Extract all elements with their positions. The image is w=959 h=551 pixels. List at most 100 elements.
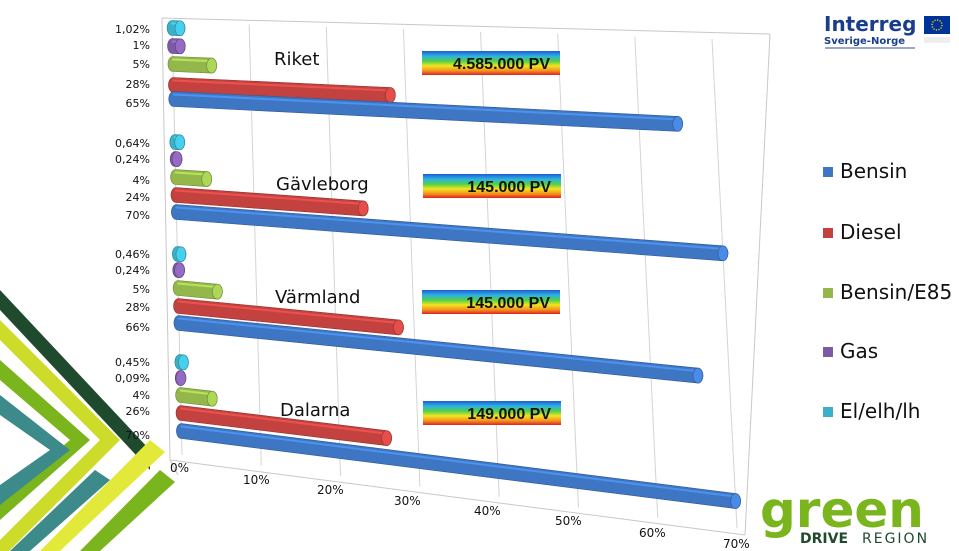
- data-label: 0,09%: [115, 372, 150, 385]
- legend-label: Bensin: [840, 159, 907, 183]
- data-label: 28%: [126, 78, 150, 91]
- bar-cap: [357, 200, 369, 217]
- legend-swatch: [823, 228, 833, 238]
- bar-group-dalarna: [174, 354, 741, 509]
- pv-total-box: [423, 174, 561, 198]
- green-drive-region-logo: green DRIVE REGION: [760, 481, 929, 547]
- legend-swatch: [823, 347, 833, 357]
- data-label: 65%: [126, 97, 150, 110]
- labels-layer: 1,02% 1% 5% 28% 65% Riket 4.585.000 PV 0,64% 0,2…: [115, 23, 561, 442]
- eu-flag-icon: [924, 16, 950, 34]
- pv-total-box: [422, 290, 560, 314]
- data-label: 1%: [133, 39, 150, 52]
- bar-cap: [206, 390, 218, 407]
- legend-label: Diesel: [840, 220, 902, 244]
- bar-cap: [174, 134, 186, 151]
- data-label: 70%: [126, 209, 150, 222]
- bar-cap: [206, 57, 217, 74]
- legend-label: Gas: [840, 339, 878, 363]
- bar-highlight: [177, 317, 699, 373]
- region-label: Gävleborg: [276, 174, 369, 195]
- bar-cap: [385, 87, 396, 103]
- gridline: [634, 36, 659, 518]
- bar-cap: [175, 370, 187, 386]
- gridline: [711, 38, 738, 529]
- bar-highlight: [177, 282, 219, 289]
- data-label: 26%: [126, 405, 150, 418]
- region-label: Värmland: [275, 287, 360, 308]
- interreg-title: Interreg: [824, 12, 916, 36]
- data-label: 0,64%: [115, 137, 150, 150]
- bar-cap: [381, 430, 392, 446]
- data-label: 0,45%: [115, 356, 150, 369]
- bar-highlight: [174, 171, 208, 176]
- bar-cap: [730, 493, 741, 509]
- bar-highlight: [179, 389, 214, 396]
- bar-cap: [174, 20, 186, 37]
- bar-group-värmland: [172, 246, 704, 384]
- bar-group-riket: [166, 20, 683, 132]
- bar-cap: [201, 171, 213, 187]
- x-tick-label: 10%: [243, 473, 270, 487]
- bar-highlight: [177, 300, 400, 324]
- bar-cap: [692, 367, 704, 384]
- legend-label: El/elh/lh: [840, 399, 920, 423]
- data-label: 1,02%: [115, 23, 150, 36]
- region-label: Dalarna: [280, 400, 350, 421]
- pv-total-box: [422, 51, 560, 75]
- pv-total-label: 4.585.000 PV: [453, 56, 550, 73]
- bar-highlight: [172, 93, 679, 121]
- gridline: [480, 31, 500, 497]
- x-tick-label: 40%: [474, 504, 501, 518]
- data-label: 4%: [133, 389, 150, 402]
- data-label: 0,24%: [115, 264, 150, 277]
- logo-green-text: green: [760, 481, 924, 539]
- x-tick-label: 50%: [555, 514, 582, 528]
- logo-drive-text: DRIVE: [800, 531, 848, 547]
- data-label: 5%: [133, 58, 150, 71]
- bar-highlight: [174, 189, 365, 205]
- bar-cap: [175, 246, 187, 263]
- data-label: 0,46%: [115, 248, 150, 261]
- data-label: 24%: [126, 191, 150, 204]
- data-label: 0,24%: [115, 153, 150, 166]
- legend-label: Bensin/E85: [840, 280, 952, 304]
- gridline: [402, 29, 421, 487]
- bar-cap: [212, 283, 223, 300]
- bar-highlight: [175, 206, 724, 250]
- data-label: 70%: [126, 429, 150, 442]
- bar-cap: [174, 262, 185, 278]
- logo-region-text: REGION: [862, 531, 929, 547]
- data-label: 5%: [133, 283, 150, 296]
- chart-frame: [161, 17, 771, 536]
- pv-total-label: 145.000 PV: [466, 295, 550, 312]
- bar-cap: [672, 116, 683, 132]
- pv-total-label: 145.000 PV: [467, 179, 551, 196]
- x-tick-label: 0%: [170, 461, 189, 475]
- bar-cap: [393, 319, 404, 336]
- legend-swatch: [823, 288, 833, 298]
- bar-cap: [171, 151, 183, 167]
- region-label: Riket: [274, 49, 319, 70]
- bar-cap: [174, 38, 186, 55]
- bar-highlight: [180, 425, 737, 498]
- bars-layer: [166, 20, 741, 509]
- x-tick-label: 60%: [639, 526, 666, 540]
- pv-total-box: [423, 401, 561, 425]
- bar-highlight: [172, 79, 392, 92]
- pv-total-label: 149.000 PV: [467, 406, 551, 423]
- decorative-stripes: [0, 290, 175, 551]
- legend-swatch: [823, 167, 833, 177]
- legend: El/elh/lh Gas Bensin/E85 Diesel Bensin: [823, 159, 952, 423]
- x-tick-label: 70%: [723, 537, 750, 551]
- bar-highlight: [180, 407, 388, 435]
- bar-cap: [717, 245, 729, 262]
- gridline: [557, 34, 579, 508]
- bar-group-gävleborg: [169, 134, 729, 262]
- bar-cap: [178, 354, 189, 371]
- bar-highlight: [171, 58, 213, 63]
- legend-swatch: [823, 407, 833, 417]
- interreg-subtitle: Sverige-Norge: [824, 36, 905, 47]
- data-label: 4%: [133, 174, 150, 187]
- data-label: 66%: [126, 321, 150, 334]
